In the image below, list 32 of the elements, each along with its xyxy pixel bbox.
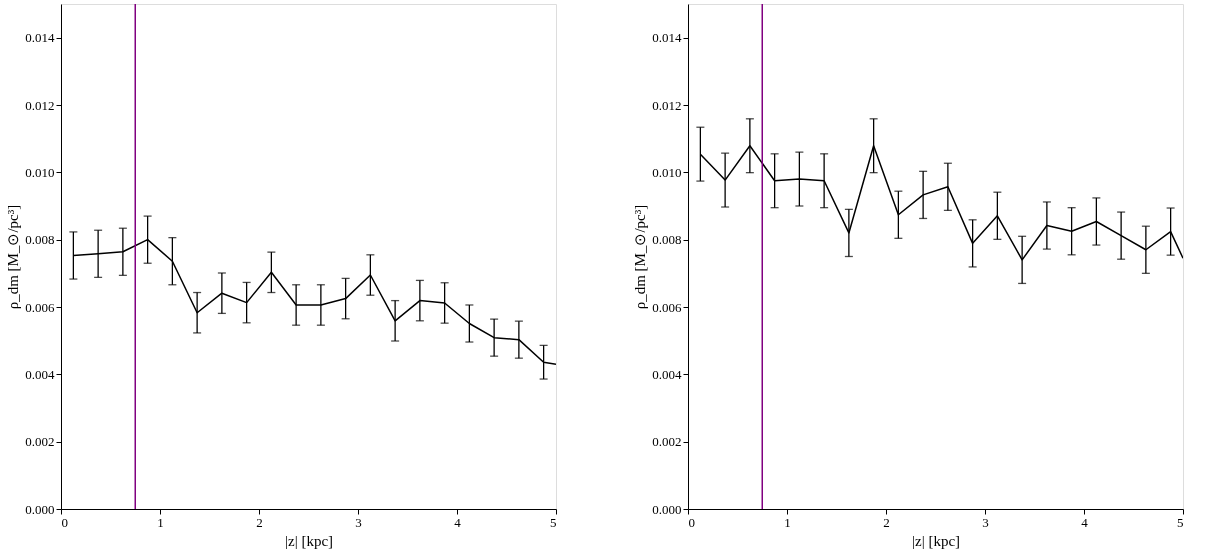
y-tick-label: 0.008 xyxy=(25,232,55,248)
y-tick-label: 0.004 xyxy=(652,366,682,382)
x-tick-label: 4 xyxy=(454,514,462,530)
x-tick-label: 1 xyxy=(784,514,791,530)
x-tick-label: 2 xyxy=(256,514,263,530)
x-tick-label: 1 xyxy=(157,514,164,530)
y-tick-label: 0.000 xyxy=(652,501,682,517)
y-tick-label: 0.008 xyxy=(652,232,682,248)
y-tick-label: 0.004 xyxy=(25,366,55,382)
y-tick-label: 0.014 xyxy=(25,30,55,46)
y-axis-title: ρ_dm [M_⊙/pc³] xyxy=(5,204,22,310)
x-tick-label: 3 xyxy=(355,514,362,530)
x-tick-label: 5 xyxy=(1177,514,1184,530)
x-tick-label: 0 xyxy=(61,514,68,530)
x-tick-label: 5 xyxy=(550,514,557,530)
y-tick-label: 0.014 xyxy=(652,30,682,46)
x-tick-label: 4 xyxy=(1081,514,1089,530)
x-axis-title: |z| [kpc] xyxy=(284,532,334,549)
x-axis-title: |z| [kpc] xyxy=(911,532,961,549)
y-tick-label: 0.002 xyxy=(652,434,682,450)
y-tick-label: 0.010 xyxy=(652,164,682,180)
y-tick-label: 0.002 xyxy=(25,434,55,450)
y-tick-label: 0.012 xyxy=(652,97,682,113)
x-tick-label: 2 xyxy=(883,514,890,530)
y-tick-label: 0.000 xyxy=(25,501,55,517)
y-tick-label: 0.012 xyxy=(25,97,55,113)
y-tick-label: 0.010 xyxy=(25,164,55,180)
y-tick-label: 0.006 xyxy=(652,299,682,315)
y-axis-title: ρ_dm [M_⊙/pc³] xyxy=(632,204,649,310)
y-tick-label: 0.006 xyxy=(25,299,55,315)
x-tick-label: 0 xyxy=(688,514,695,530)
x-tick-label: 3 xyxy=(982,514,989,530)
